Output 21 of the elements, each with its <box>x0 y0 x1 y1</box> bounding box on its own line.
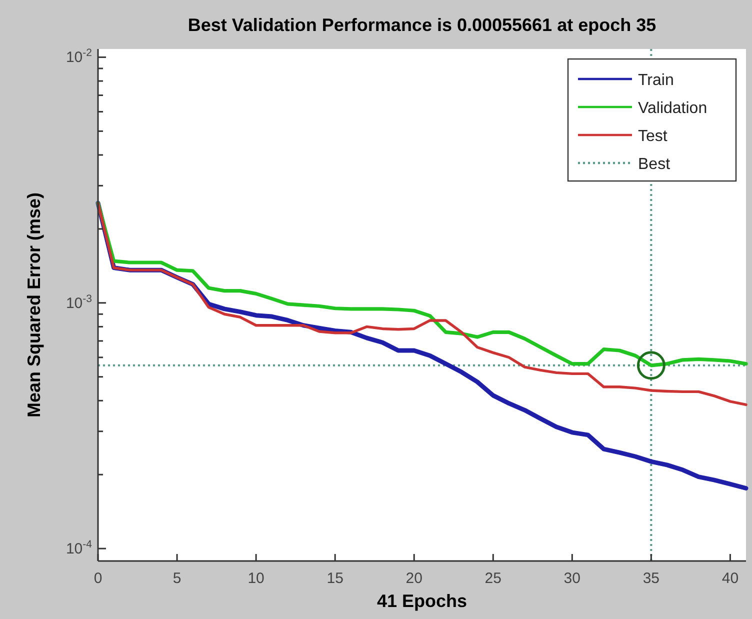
x-tick-label: 0 <box>94 570 102 587</box>
x-tick-label: 25 <box>484 570 502 587</box>
legend-label: Test <box>638 128 668 145</box>
chart-title: Best Validation Performance is 0.00055661 at epoch 35 <box>188 15 656 35</box>
y-tick-label: 10$^{-4}$ <box>66 538 92 558</box>
legend-label: Validation <box>638 100 708 117</box>
x-tick-label: 5 <box>172 570 182 587</box>
x-tick-label: 15 <box>326 570 344 587</box>
ref-line-label: Best <box>638 156 671 173</box>
line-series <box>96 201 748 368</box>
y-tick-label: 10$^{-2}$ <box>66 47 92 66</box>
x-tick-label: 40 <box>722 570 739 587</box>
x-tick-label: 10 <box>248 570 264 587</box>
legend-label: Train <box>638 72 674 89</box>
x-axis-title: 41 Epochs <box>376 591 468 611</box>
x-tick-label: 30 <box>564 570 580 587</box>
y-tick-label: 10$^{-3}$ <box>66 292 92 312</box>
x-tick-label: 20 <box>406 570 422 587</box>
x-tick-label: 35 <box>642 570 660 587</box>
y-axis-title: Mean Squared Error (mse) <box>24 192 44 418</box>
line-series <box>96 202 748 406</box>
